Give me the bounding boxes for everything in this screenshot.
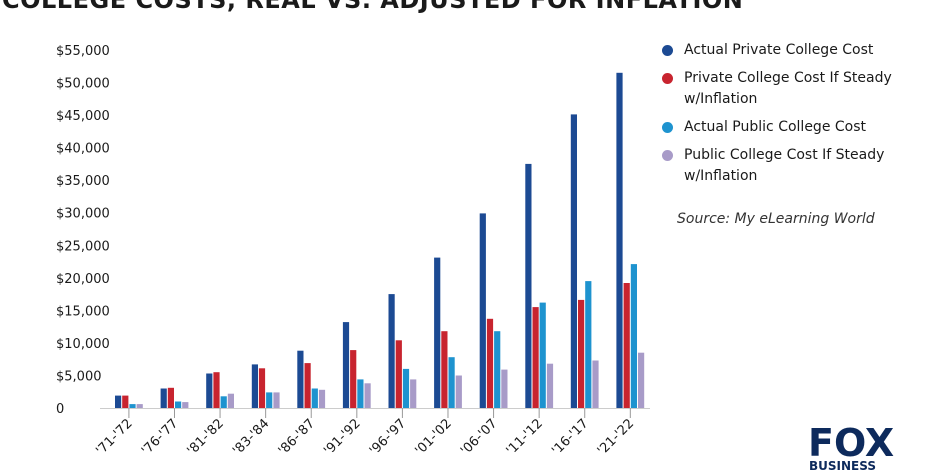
bar (350, 350, 357, 408)
bar (570, 114, 577, 409)
bar (388, 294, 395, 408)
chart-title: COLLEGE COSTS, REAL VS. ADJUSTED FOR INF… (2, 0, 744, 14)
bar (410, 379, 417, 408)
x-tick-label: '11-'12 (504, 416, 546, 458)
bar (297, 350, 304, 408)
x-tick-label: '21-'22 (595, 416, 637, 458)
bar (402, 368, 410, 408)
legend-label: Public College Cost If Steady w/Inflatio… (684, 147, 885, 184)
bar (357, 379, 364, 408)
bar (318, 389, 326, 408)
legend-label: Actual Public College Cost (684, 119, 866, 135)
y-tick-label: $10,000 (56, 337, 110, 352)
bar (129, 404, 136, 408)
bar (585, 281, 592, 408)
legend-item-actual-public: Actual Public College Cost (662, 117, 924, 138)
bar (136, 404, 143, 408)
legend: Actual Private College Cost Private Coll… (662, 40, 924, 194)
y-tick-label: $45,000 (56, 109, 110, 124)
bar (525, 163, 532, 408)
x-tick-label: '83-'84 (230, 416, 272, 458)
bar (539, 302, 546, 408)
x-tick-label: '01-'02 (412, 416, 454, 458)
bar (304, 363, 311, 408)
bar (206, 373, 213, 408)
bar (638, 352, 645, 408)
legend-label: Private College Cost If Steady w/Inflati… (684, 70, 892, 107)
y-tick-label: $15,000 (56, 304, 110, 319)
bar (167, 387, 174, 408)
bar (220, 396, 227, 408)
x-tick-label: '81-'82 (185, 416, 227, 458)
bar (182, 402, 189, 408)
bar (455, 375, 462, 408)
bar (592, 360, 599, 408)
y-tick-label: $20,000 (56, 272, 110, 287)
bar (266, 392, 273, 408)
bar (273, 392, 280, 408)
bar (364, 383, 371, 408)
x-tick-label: '96-'97 (367, 416, 409, 458)
legend-swatch (662, 73, 673, 84)
y-tick-label: $55,000 (56, 44, 110, 59)
bar (227, 393, 234, 408)
bar (486, 318, 494, 408)
bar (434, 257, 441, 408)
y-axis: 0 $5,000 $10,000 $15,000 $20,000 $25,000 $30,0… (56, 44, 110, 417)
bar (616, 72, 623, 409)
bar (160, 388, 167, 408)
legend-swatch (662, 122, 673, 133)
legend-swatch (662, 45, 673, 56)
bar (546, 363, 554, 408)
bar (395, 340, 402, 408)
y-tick-label: $50,000 (56, 77, 110, 92)
bar (479, 213, 486, 408)
bar (630, 264, 637, 408)
logo-text-business: BUSINESS (809, 459, 876, 470)
x-tick-label: '16-'17 (549, 416, 591, 458)
bar (115, 395, 122, 408)
y-tick-label: $30,000 (56, 207, 110, 222)
y-tick-label: $5,000 (56, 369, 102, 384)
x-tick-label: '76-'77 (139, 416, 181, 458)
bar (623, 283, 630, 408)
bar (342, 322, 350, 408)
bar (122, 395, 129, 408)
legend-item-actual-private: Actual Private College Cost (662, 40, 924, 61)
source-note: Source: My eLearning World (677, 211, 875, 227)
x-tick-label: '86-'87 (276, 416, 318, 458)
x-tick-label: '91-'92 (321, 416, 363, 458)
logo-text-fox: FOX (808, 421, 894, 465)
legend-swatch (662, 150, 673, 161)
legend-label: Actual Private College Cost (684, 42, 874, 58)
y-tick-label: 0 (56, 402, 64, 417)
bar (494, 331, 501, 408)
bar (448, 357, 455, 408)
bar (258, 368, 266, 408)
bar (501, 369, 508, 408)
x-axis: '71-'72'76-'77'81-'82'83-'84'86-'87'91-'… (93, 408, 650, 459)
bar (578, 299, 585, 408)
legend-item-private-inflation: Private College Cost If Steady w/Inflati… (662, 68, 924, 110)
bar (251, 364, 258, 408)
y-tick-label: $25,000 (56, 239, 110, 254)
legend-item-public-inflation: Public College Cost If Steady w/Inflatio… (662, 145, 924, 187)
bars-group (115, 72, 645, 409)
bar (175, 401, 182, 408)
y-tick-label: $35,000 (56, 174, 110, 189)
x-tick-label: '71-'72 (93, 416, 135, 458)
x-tick-label: '06-'07 (458, 416, 500, 458)
bar (311, 388, 318, 408)
bar (213, 372, 220, 408)
fox-business-logo: FOX BUSINESS (808, 421, 894, 470)
bar (441, 331, 448, 408)
y-tick-label: $40,000 (56, 142, 110, 157)
bar (532, 307, 539, 408)
